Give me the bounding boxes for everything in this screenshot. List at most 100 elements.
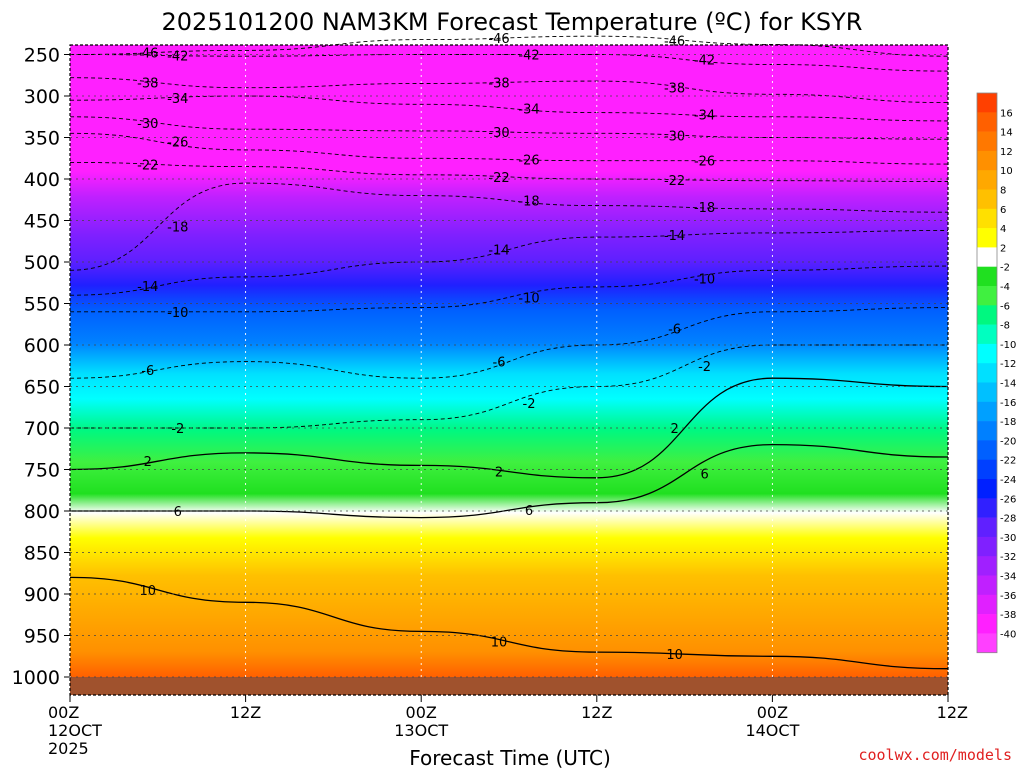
y-tick-label-350: 350 bbox=[24, 128, 60, 150]
chart-title: 2025101200 NAM3KM Forecast Temperature (… bbox=[162, 8, 863, 36]
contour-label--30-1: -30 bbox=[488, 126, 509, 141]
colorbar-swatch-0 bbox=[977, 93, 997, 113]
colorbar-swatch-27 bbox=[977, 614, 997, 634]
colorbar-label-18: -22 bbox=[1000, 456, 1016, 467]
contour-label--2-1: -2 bbox=[523, 397, 536, 412]
x-tick-label-48-1: 14OCT bbox=[745, 721, 799, 740]
colorbar-swatch-19 bbox=[977, 459, 997, 480]
contour-label-10-0: 10 bbox=[140, 584, 157, 599]
contour-label--42-0: -42 bbox=[167, 49, 188, 64]
x-tick-label-0-2: 2025 bbox=[48, 739, 89, 758]
contour-line--22 bbox=[69, 161, 949, 182]
contour-label--6-2: -6 bbox=[668, 322, 681, 337]
y-tick-label-400: 400 bbox=[24, 169, 60, 191]
colorbar-swatch-11 bbox=[977, 305, 997, 325]
contour-label--10-1: -10 bbox=[518, 291, 539, 306]
y-tick-label-950: 950 bbox=[24, 626, 60, 648]
colorbar-swatch-10 bbox=[977, 286, 997, 306]
colorbar-label-12: -10 bbox=[1000, 340, 1016, 351]
contour-label--46-1: -46 bbox=[488, 32, 509, 47]
colorbar-label-5: 6 bbox=[1000, 205, 1006, 216]
y-tick-label-1000: 1000 bbox=[12, 667, 60, 689]
contour-label--34-1: -34 bbox=[518, 102, 539, 117]
colorbar-label-27: -40 bbox=[1000, 629, 1016, 640]
colorbar-label-20: -26 bbox=[1000, 494, 1016, 505]
colorbar-label-26: -38 bbox=[1000, 610, 1016, 621]
colorbar-swatch-26 bbox=[977, 594, 997, 615]
colorbar-swatch-9 bbox=[977, 266, 997, 287]
y-tick-label-650: 650 bbox=[24, 377, 60, 399]
colorbar-swatch-25 bbox=[977, 575, 997, 596]
contour-label-6-0: 6 bbox=[174, 505, 182, 520]
colorbar-label-16: -18 bbox=[1000, 417, 1016, 428]
contour-label--22-0: -22 bbox=[137, 158, 158, 173]
contour-label-6-2: 6 bbox=[700, 468, 708, 483]
colorbar-label-15: -16 bbox=[1000, 398, 1016, 409]
colorbar-swatch-17 bbox=[977, 421, 997, 441]
colorbar-label-8: -2 bbox=[1000, 263, 1010, 274]
colorbar-swatch-5 bbox=[977, 189, 997, 210]
colorbar-swatch-14 bbox=[977, 363, 997, 383]
contour-label--14-0: -14 bbox=[137, 280, 158, 295]
contour-label--42-2: -42 bbox=[694, 53, 715, 68]
colorbar-label-11: -8 bbox=[1000, 321, 1010, 332]
contour-label--18-1: -18 bbox=[518, 195, 539, 210]
contour-line-2 bbox=[69, 377, 949, 479]
plot-background bbox=[70, 45, 948, 677]
colorbar-swatch-3 bbox=[977, 150, 997, 171]
contour-line--2 bbox=[70, 344, 948, 429]
y-tick-label-700: 700 bbox=[24, 418, 60, 440]
contour-label--46-0: -46 bbox=[137, 46, 158, 61]
colorbar-frame bbox=[976, 92, 998, 654]
contour-line-6 bbox=[70, 443, 949, 519]
colorbar-label-14: -14 bbox=[1000, 379, 1016, 390]
contour-line--30 bbox=[69, 116, 949, 140]
x-axis-label: Forecast Time (UTC) bbox=[409, 746, 611, 768]
contour-label--26-2: -26 bbox=[694, 155, 715, 170]
contour-label--10-2: -10 bbox=[694, 273, 715, 288]
colorbar-swatch-18 bbox=[977, 440, 997, 460]
contour-label--22-2: -22 bbox=[664, 174, 685, 189]
x-tick-label-36-0: 12Z bbox=[581, 703, 612, 722]
colorbar-label-21: -28 bbox=[1000, 514, 1016, 525]
contour-label--46-2: -46 bbox=[664, 34, 685, 49]
contour-label--38-0: -38 bbox=[137, 77, 158, 92]
contour-label-2-2: 2 bbox=[670, 422, 678, 437]
x-tick-label-0-0: 00Z bbox=[48, 703, 79, 722]
colorbar-label-7: 2 bbox=[1000, 243, 1006, 254]
contour-label--26-0: -26 bbox=[167, 136, 188, 151]
y-tick-label-850: 850 bbox=[24, 543, 60, 565]
y-tick-label-450: 450 bbox=[24, 211, 60, 233]
colorbar-label-2: 12 bbox=[1000, 147, 1013, 158]
y-tick-label-750: 750 bbox=[24, 460, 60, 482]
colorbar-swatch-13 bbox=[977, 343, 997, 364]
colorbar-label-9: -4 bbox=[1000, 282, 1010, 293]
x-tick-label-24-0: 00Z bbox=[406, 703, 437, 722]
colorbar-label-25: -36 bbox=[1000, 591, 1016, 602]
contour-line--42 bbox=[69, 54, 949, 72]
colorbar-label-13: -12 bbox=[1000, 359, 1016, 370]
colorbar-swatch-6 bbox=[977, 208, 997, 229]
colorbar-label-6: 4 bbox=[1000, 224, 1006, 235]
contour-label--14-2: -14 bbox=[664, 229, 685, 244]
colorbar-swatch-1 bbox=[977, 112, 997, 132]
colorbar-swatch-16 bbox=[977, 401, 997, 422]
colorbar-label-23: -32 bbox=[1000, 552, 1016, 563]
y-tick-label-600: 600 bbox=[24, 335, 60, 357]
plot-frame bbox=[69, 44, 949, 696]
contour-label--22-1: -22 bbox=[488, 171, 509, 186]
colorbar-label-4: 8 bbox=[1000, 186, 1006, 197]
contour-label-2-0: 2 bbox=[144, 455, 152, 470]
colorbar-label-17: -20 bbox=[1000, 436, 1016, 447]
ground-below-surface bbox=[70, 677, 948, 695]
contour-label--6-1: -6 bbox=[493, 356, 506, 371]
contour-line--14 bbox=[69, 230, 949, 296]
contour-label--30-2: -30 bbox=[664, 129, 685, 144]
colorbar-swatch-20 bbox=[977, 479, 997, 499]
contour-label--2-0: -2 bbox=[171, 422, 184, 437]
contour-line--34 bbox=[69, 95, 949, 122]
colorbar-label-1: 14 bbox=[1000, 128, 1013, 139]
colorbar-label-10: -6 bbox=[1000, 301, 1010, 312]
contour-label--10-0: -10 bbox=[167, 306, 188, 321]
y-axis: 250 300 350 400 450 500 550 600 650 700 750 800 850 9… bbox=[12, 45, 70, 689]
